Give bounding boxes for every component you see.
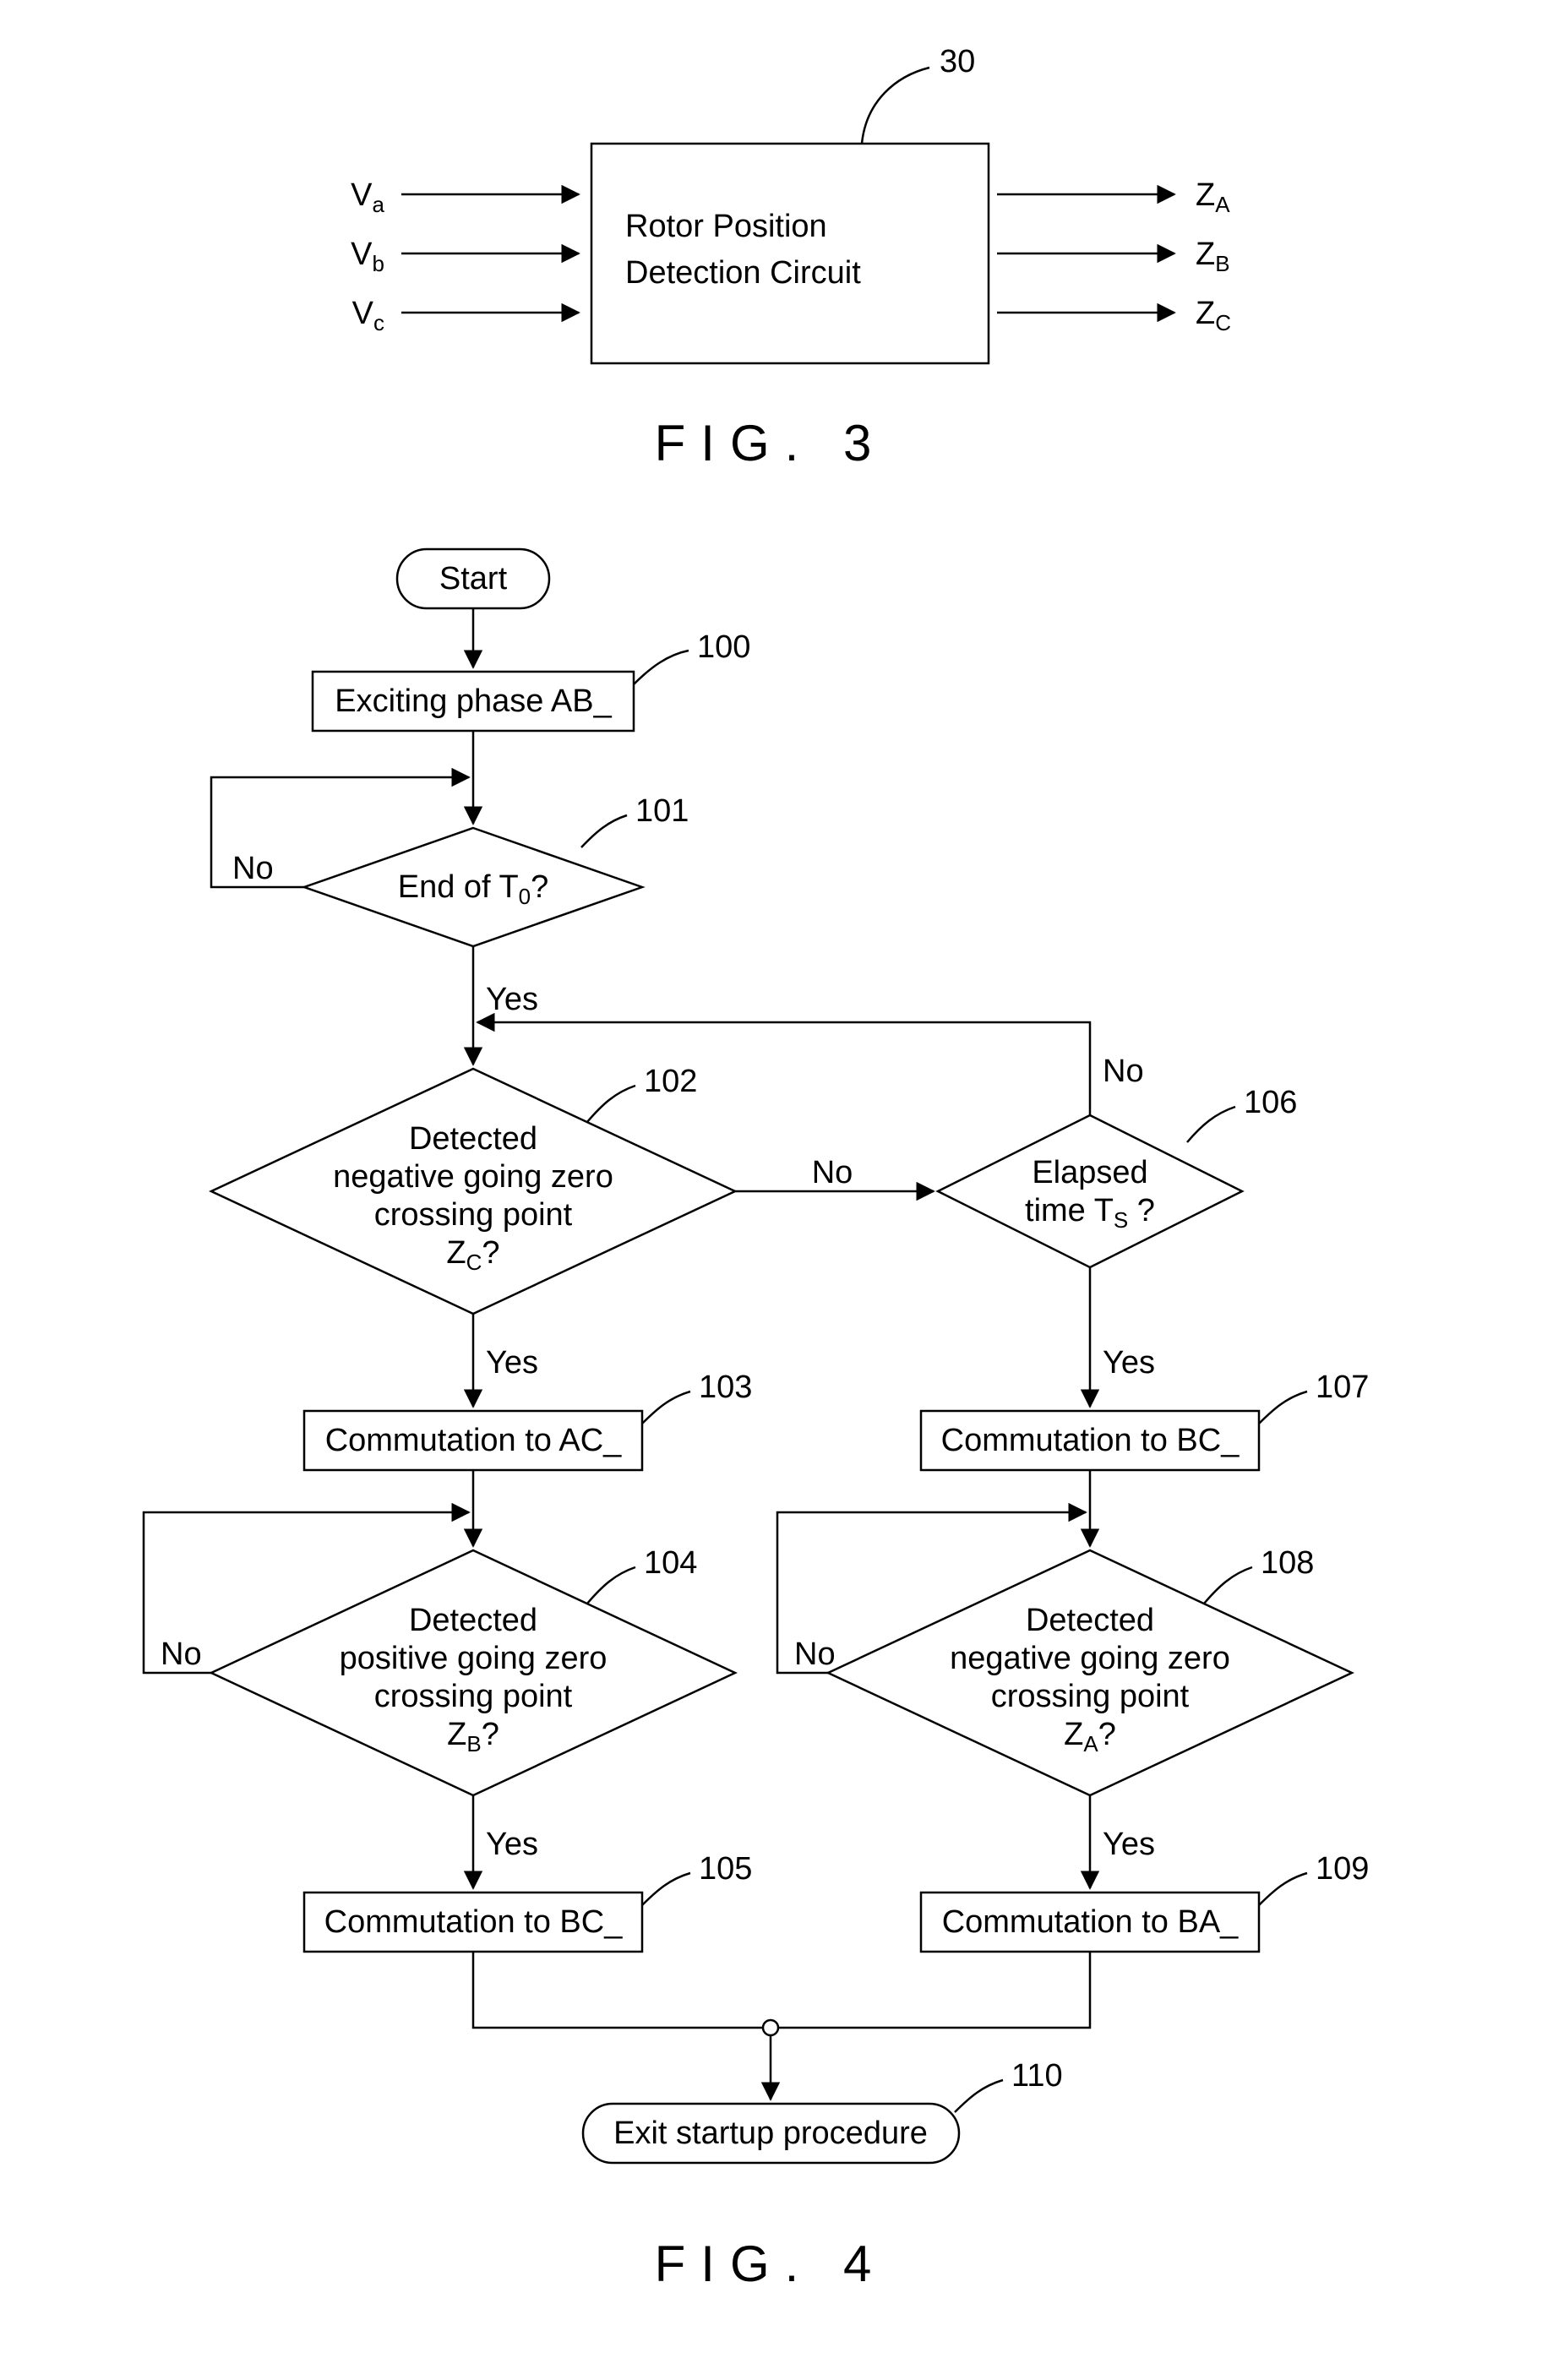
- n102-l2: negative going zero: [333, 1159, 613, 1195]
- svg-text:ZB: ZB: [1196, 237, 1230, 276]
- n107-text: Commutation to BC_: [941, 1423, 1240, 1458]
- n106-l1: Elapsed: [1032, 1155, 1147, 1190]
- fig3-output-c: ZC: [997, 296, 1231, 335]
- n104-leader: [587, 1567, 635, 1604]
- fig3-caption: FIG. 3: [655, 415, 887, 471]
- e-106-no: [477, 1022, 1090, 1115]
- n102-l1: Detected: [409, 1121, 537, 1157]
- n108-l2: negative going zero: [950, 1641, 1230, 1676]
- n100-text: Exciting phase AB_: [335, 684, 612, 719]
- fig3-input-b: Vb: [351, 237, 579, 276]
- n-start-text: Start: [439, 561, 508, 596]
- l-101-yes: Yes: [486, 982, 538, 1017]
- fig3-block: [591, 144, 989, 363]
- n105-leader: [642, 1873, 690, 1905]
- n106-ref: 106: [1244, 1085, 1297, 1120]
- n101-leader: [581, 815, 627, 847]
- n103-ref: 103: [699, 1370, 752, 1405]
- n100-leader: [634, 651, 689, 684]
- fig4: Start Exciting phase AB_ 100 End of T0? …: [144, 549, 1369, 2292]
- n104-l3: crossing point: [374, 1679, 573, 1714]
- svg-text:Va: Va: [351, 177, 384, 217]
- svg-text:Vb: Vb: [351, 237, 384, 276]
- l-102-yes: Yes: [486, 1345, 538, 1381]
- e-105-merge: [473, 1952, 771, 2028]
- l-102-no: No: [812, 1155, 853, 1190]
- n105-text: Commutation to BC_: [324, 1904, 624, 1940]
- n105-ref: 105: [699, 1851, 752, 1887]
- n108-l3: crossing point: [991, 1679, 1190, 1714]
- n104-l2: positive going zero: [340, 1641, 608, 1676]
- n103-leader: [642, 1392, 690, 1424]
- fig3-input-a: Va: [351, 177, 579, 217]
- fig4-caption: FIG. 4: [655, 2236, 887, 2292]
- n106: [938, 1115, 1242, 1267]
- n102-ref: 102: [644, 1064, 697, 1099]
- merge-dot: [763, 2020, 778, 2035]
- n110-text: Exit startup procedure: [613, 2116, 928, 2151]
- n108-l1: Detected: [1026, 1603, 1154, 1638]
- fig3-ref-leader: [862, 68, 929, 144]
- n108-leader: [1204, 1567, 1252, 1604]
- n102-l3: crossing point: [374, 1197, 573, 1233]
- n101-ref: 101: [635, 793, 689, 829]
- n110-ref: 110: [1011, 2058, 1063, 2094]
- n100-ref: 100: [697, 629, 750, 665]
- svg-text:Vc: Vc: [352, 296, 384, 335]
- n110-leader: [955, 2080, 1003, 2112]
- fig3-output-b: ZB: [997, 237, 1230, 276]
- n106-leader: [1187, 1107, 1235, 1142]
- fig3-block-line2: Detection Circuit: [625, 255, 861, 291]
- l-108-yes: Yes: [1103, 1827, 1155, 1862]
- n106-l2: time TS ?: [1025, 1193, 1155, 1233]
- l-108-no: No: [794, 1637, 836, 1672]
- n104-l1: Detected: [409, 1603, 537, 1638]
- n104-ref: 104: [644, 1545, 697, 1581]
- n107-leader: [1259, 1392, 1307, 1424]
- l-104-no: No: [161, 1637, 202, 1672]
- l-104-yes: Yes: [486, 1827, 538, 1862]
- svg-text:ZA: ZA: [1196, 177, 1230, 217]
- fig3-ref: 30: [940, 44, 975, 79]
- l-101-no: No: [232, 851, 274, 886]
- e-109-merge: [771, 1952, 1090, 2028]
- n109-text: Commutation to BA_: [942, 1904, 1239, 1940]
- n103-text: Commutation to AC_: [325, 1423, 622, 1458]
- fig3: Rotor Position Detection Circuit 30 Va V…: [351, 44, 1231, 471]
- fig3-output-a: ZA: [997, 177, 1230, 217]
- n102-leader: [587, 1086, 635, 1122]
- fig3-input-c: Vc: [352, 296, 579, 335]
- n109-leader: [1259, 1873, 1307, 1905]
- l-106-no: No: [1103, 1054, 1144, 1089]
- fig3-block-line1: Rotor Position: [625, 209, 827, 244]
- n107-ref: 107: [1316, 1370, 1369, 1405]
- svg-text:ZC: ZC: [1196, 296, 1231, 335]
- l-106-yes: Yes: [1103, 1345, 1155, 1381]
- n108-ref: 108: [1261, 1545, 1314, 1581]
- n109-ref: 109: [1316, 1851, 1369, 1887]
